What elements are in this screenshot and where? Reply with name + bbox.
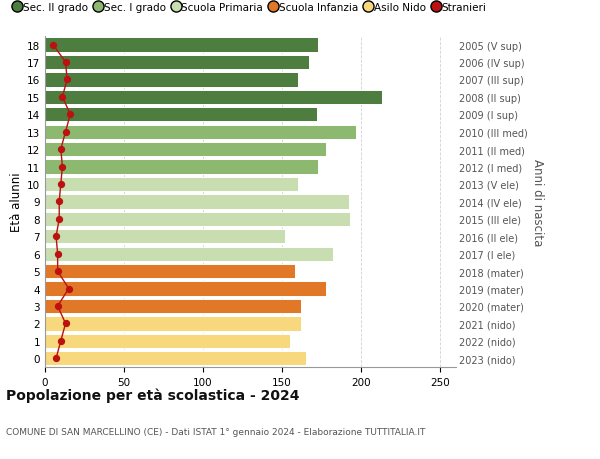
Bar [45,125,356,140]
Bar [45,334,290,348]
Point [53,251,62,258]
Bar [45,230,285,244]
Point [51,233,61,241]
Legend: Sec. II grado, Sec. I grado, Scuola Primaria, Scuola Infanzia, Asilo Nido, Stran: Sec. II grado, Sec. I grado, Scuola Prim… [11,0,490,17]
Text: COMUNE DI SAN MARCELLINO (CE) - Dati ISTAT 1° gennaio 2024 - Elaborazione TUTTIT: COMUNE DI SAN MARCELLINO (CE) - Dati IST… [6,427,425,436]
Point [58,94,67,101]
Bar [45,264,295,279]
Point [55,216,64,223]
Text: Popolazione per età scolastica - 2024: Popolazione per età scolastica - 2024 [6,388,299,403]
Point [56,337,65,345]
Point [53,268,62,275]
Bar [45,108,317,122]
Bar [45,247,333,261]
Point [62,77,72,84]
Bar [45,212,350,226]
Point [61,59,70,67]
Bar [45,178,298,192]
Point [51,355,61,362]
Point [48,42,58,49]
Y-axis label: Età alunni: Età alunni [10,172,23,232]
Bar [45,195,349,209]
Bar [45,143,326,157]
Point [64,285,74,292]
Bar [45,317,301,331]
Bar [45,160,319,174]
Bar [45,73,298,87]
Bar [45,38,319,52]
Bar [45,282,326,296]
Point [65,112,75,119]
Bar [45,299,301,313]
Point [56,181,65,188]
Bar [45,90,382,105]
Point [56,146,65,153]
Bar [45,352,306,366]
Y-axis label: Anni di nascita: Anni di nascita [531,158,544,246]
Point [61,320,70,327]
Point [55,198,64,206]
Point [53,302,62,310]
Point [61,129,70,136]
Bar [45,56,309,70]
Point [58,163,67,171]
